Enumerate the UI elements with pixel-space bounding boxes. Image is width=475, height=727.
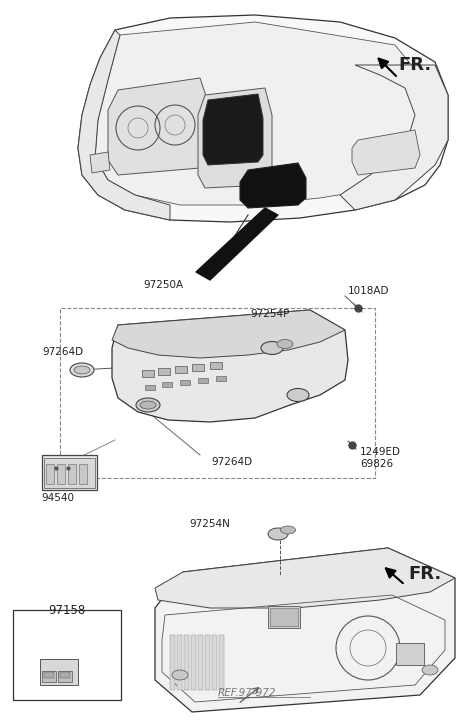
- Text: 1249ED: 1249ED: [360, 447, 401, 457]
- Polygon shape: [155, 548, 455, 608]
- Bar: [216, 376, 226, 381]
- Bar: [158, 368, 170, 375]
- Bar: [396, 643, 424, 665]
- Text: 94540: 94540: [41, 493, 75, 503]
- Text: REF.97-972: REF.97-972: [218, 688, 276, 698]
- Text: FR.: FR.: [408, 565, 441, 583]
- Text: 1018AD: 1018AD: [348, 286, 390, 296]
- Bar: [44, 672, 54, 678]
- Bar: [210, 362, 222, 369]
- Polygon shape: [155, 548, 455, 712]
- Bar: [162, 382, 172, 387]
- Bar: [270, 608, 298, 626]
- Text: FR.: FR.: [398, 56, 431, 74]
- Bar: [60, 672, 70, 678]
- Polygon shape: [196, 208, 278, 280]
- Bar: [60, 308, 375, 478]
- Polygon shape: [112, 310, 348, 422]
- Text: 97254N: 97254N: [189, 519, 230, 529]
- Bar: [13, 610, 121, 700]
- Bar: [46, 464, 54, 484]
- Bar: [44, 458, 95, 488]
- Bar: [205, 635, 210, 690]
- Polygon shape: [203, 94, 263, 165]
- Text: 97158: 97158: [48, 604, 86, 617]
- Polygon shape: [95, 22, 440, 205]
- Bar: [175, 366, 187, 373]
- Bar: [268, 606, 300, 628]
- Bar: [212, 635, 217, 690]
- Bar: [42, 671, 56, 682]
- Polygon shape: [340, 65, 448, 210]
- Polygon shape: [108, 78, 210, 175]
- Polygon shape: [112, 310, 345, 358]
- Ellipse shape: [268, 528, 288, 540]
- Ellipse shape: [261, 342, 283, 355]
- Polygon shape: [352, 130, 420, 175]
- Bar: [192, 364, 204, 371]
- Ellipse shape: [136, 398, 160, 412]
- Ellipse shape: [287, 388, 309, 401]
- Bar: [177, 635, 182, 690]
- Polygon shape: [78, 30, 170, 220]
- Bar: [40, 659, 78, 685]
- Ellipse shape: [70, 363, 94, 377]
- Text: 97264D: 97264D: [211, 457, 253, 467]
- Bar: [142, 370, 154, 377]
- Bar: [145, 385, 155, 390]
- Polygon shape: [198, 88, 272, 188]
- Bar: [191, 635, 196, 690]
- Bar: [198, 378, 208, 383]
- Ellipse shape: [277, 340, 293, 348]
- Ellipse shape: [140, 401, 156, 409]
- Text: 97250A: 97250A: [143, 280, 183, 290]
- Bar: [57, 464, 65, 484]
- Polygon shape: [90, 152, 110, 173]
- Text: 69826: 69826: [360, 459, 393, 469]
- Bar: [79, 464, 87, 484]
- Bar: [42, 455, 97, 490]
- Text: 97254P: 97254P: [250, 309, 290, 319]
- Text: 97264D: 97264D: [42, 347, 83, 357]
- Bar: [180, 380, 190, 385]
- Bar: [198, 635, 203, 690]
- Ellipse shape: [422, 665, 438, 675]
- Ellipse shape: [281, 526, 295, 534]
- Bar: [170, 635, 175, 690]
- Bar: [58, 671, 72, 682]
- Polygon shape: [78, 15, 448, 222]
- Bar: [68, 464, 76, 484]
- Ellipse shape: [74, 366, 90, 374]
- Ellipse shape: [172, 670, 188, 680]
- Polygon shape: [240, 163, 306, 208]
- Bar: [219, 635, 224, 690]
- Bar: [184, 635, 189, 690]
